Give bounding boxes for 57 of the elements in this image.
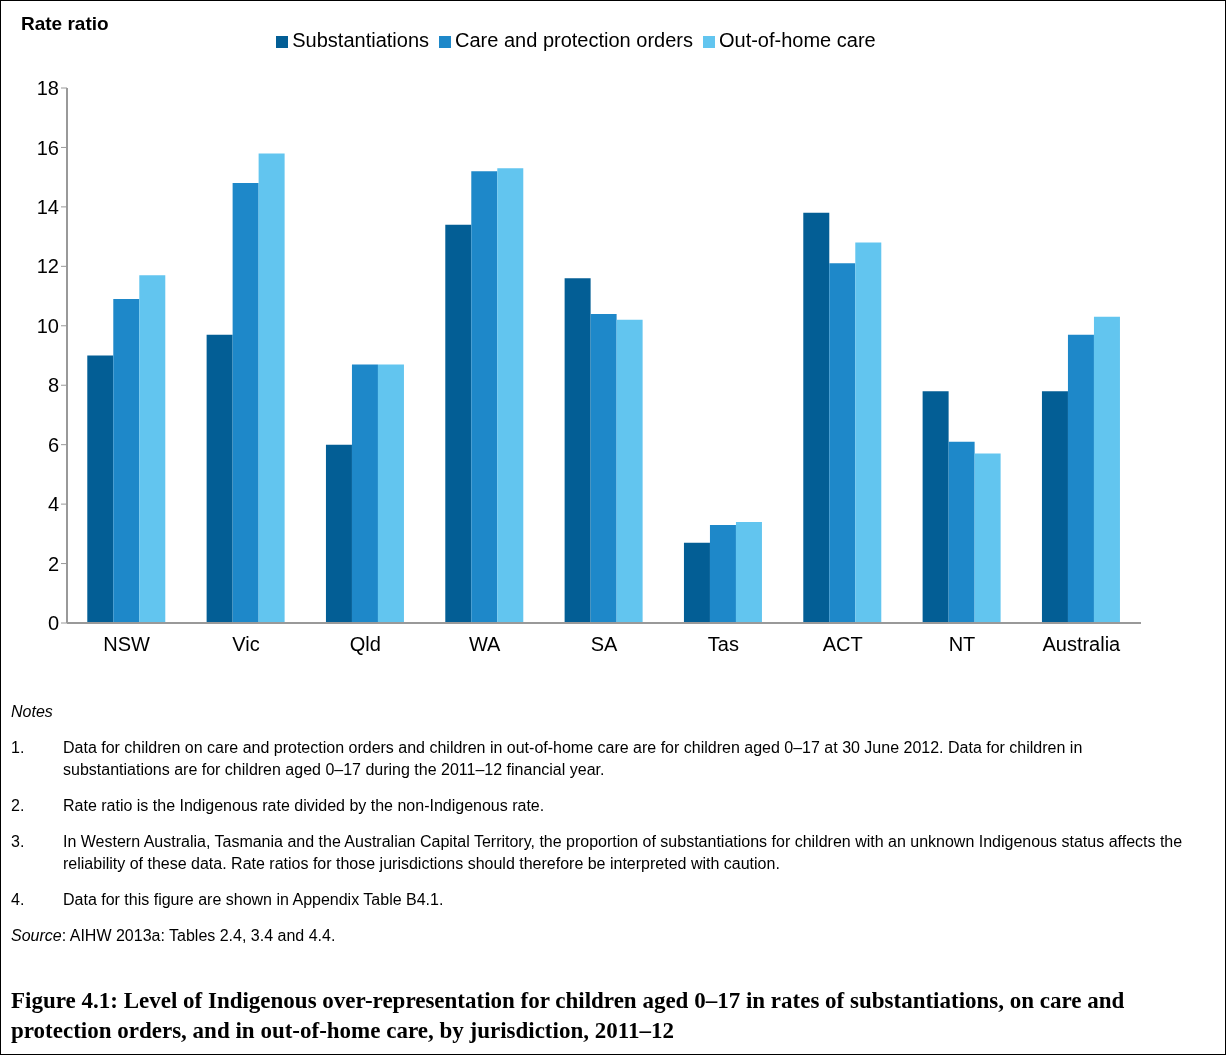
y-axis-title: Rate ratio: [21, 13, 109, 35]
bar: [590, 313, 617, 623]
legend-label: Care and protection orders: [455, 29, 693, 51]
x-tick-label: Qld: [349, 633, 381, 656]
x-tick-label: NSW: [103, 633, 151, 656]
x-tick-label: Australia: [1042, 633, 1122, 656]
bar: [445, 224, 472, 623]
bar: [139, 275, 166, 623]
bar: [113, 299, 140, 623]
bar: [709, 524, 736, 623]
bar: [829, 263, 856, 623]
legend-label: Substantiations: [292, 29, 430, 51]
bar: [377, 364, 404, 623]
bar: [735, 521, 762, 623]
bar: [922, 391, 949, 623]
x-tick-label: NT: [948, 633, 976, 656]
y-tick-label: 12: [36, 255, 59, 278]
x-tick-label: Vic: [232, 633, 260, 656]
bar: [974, 453, 1001, 623]
y-tick-label: 18: [36, 77, 59, 100]
bar: [351, 364, 378, 623]
bar: [803, 212, 830, 623]
bar: [232, 183, 259, 623]
bar: [87, 355, 114, 623]
bar: [616, 319, 643, 623]
y-tick-label: 6: [47, 433, 59, 456]
text: Notes: [11, 702, 54, 722]
bar: [564, 278, 591, 623]
bar: [206, 334, 233, 623]
y-tick-label: 10: [36, 314, 59, 337]
bar: [1067, 334, 1094, 623]
text: Figure 4.1: Level of Indigenous over-representation for children aged 0–17 in rates of substantiations, on care and protection orders, and in out-of-home care, by jurisdiction, 2011–12: [11, 987, 1126, 1045]
bar: [855, 242, 882, 623]
x-tick-label: WA: [468, 633, 502, 656]
y-tick-label: 8: [47, 374, 59, 397]
legend-label: Out-of-home care: [718, 29, 876, 51]
text: 1. Data for children on care and protection orders and children in out-of-home care are for children aged 0–17 at 30 June 2012. Data for children in substantiations are for children aged 0–17 during the 2011–12 financial year.: [11, 739, 1083, 778]
bar: [258, 153, 285, 623]
text: 2. Rate ratio is the Indigenous rate divided by the non-Indigenous rate.: [11, 797, 545, 814]
y-tick-label: 2: [47, 552, 59, 575]
bar: [471, 171, 498, 623]
y-tick-label: 14: [36, 195, 59, 218]
bar: [948, 441, 975, 623]
text: 4. Data for this figure are shown in Appendix Table B4.1.: [11, 891, 444, 908]
bar: [1041, 391, 1068, 623]
bar: [683, 542, 710, 623]
text: 3. In Western Australia, Tasmania and the Australian Capital Territory, the proportion of substantiations for children with an unknown Indigenous status affects the reliability of these data. Rate ratios for those jurisdictions should therefore be interpreted with caution.: [11, 833, 1183, 872]
y-tick-label: 0: [47, 612, 59, 635]
x-tick-label: ACT: [822, 633, 863, 656]
bar: [497, 168, 524, 623]
source-note: Source: AIHW 2013a: Tables 2.4, 3.4 and 4.4.: [11, 926, 337, 946]
y-tick-label: 16: [36, 136, 59, 159]
y-tick-label: 4: [47, 493, 59, 516]
x-tick-label: SA: [590, 633, 618, 656]
bar: [325, 444, 352, 623]
bar: [1093, 316, 1120, 623]
x-tick-label: Tas: [707, 633, 739, 656]
